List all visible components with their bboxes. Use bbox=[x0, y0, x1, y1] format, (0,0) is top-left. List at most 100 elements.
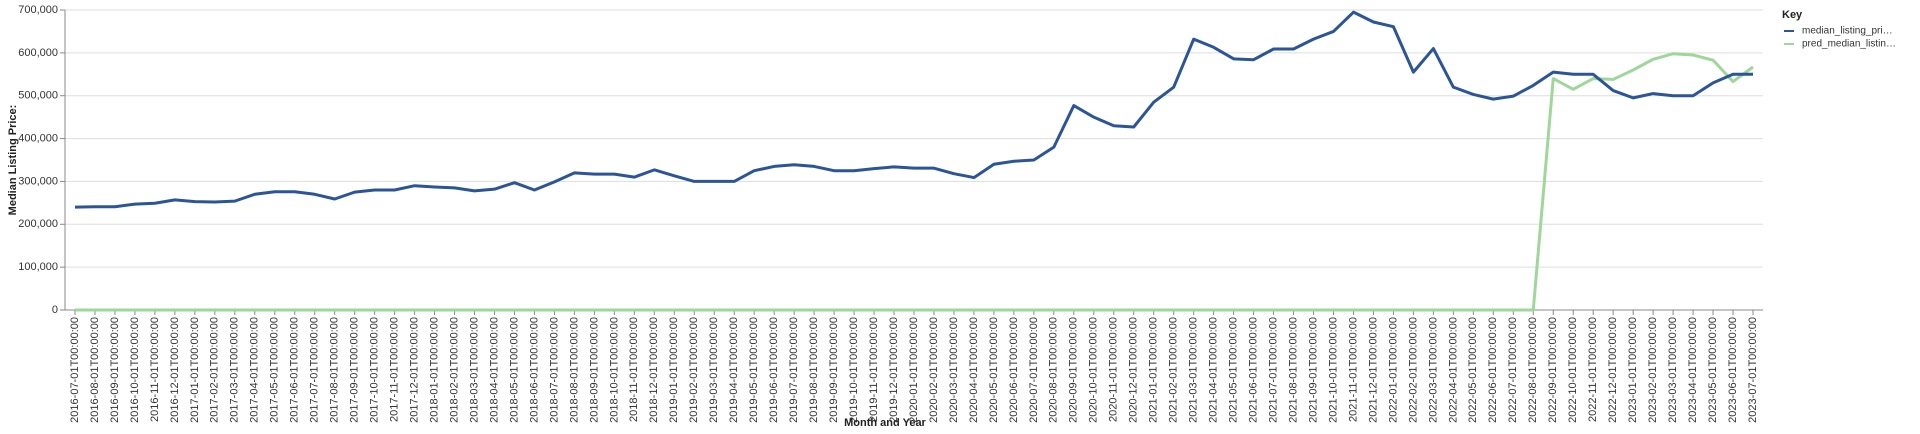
x-tick-label: 2020-12-01T00:00:00 bbox=[1128, 317, 1140, 423]
x-tick-label: 2019-03-01T00:00:00 bbox=[708, 317, 720, 423]
x-tick-label: 2018-07-01T00:00:00 bbox=[548, 317, 560, 423]
series-line bbox=[74, 10, 1753, 209]
x-tick-label: 2022-06-01T00:00:00 bbox=[1487, 317, 1499, 423]
x-tick-label: 2017-05-01T00:00:00 bbox=[269, 317, 281, 423]
x-tick-label: 2019-10-01T00:00:00 bbox=[848, 317, 860, 423]
x-tick-label: 2021-11-01T00:00:00 bbox=[1347, 317, 1359, 422]
x-tick-label: 2017-09-01T00:00:00 bbox=[349, 317, 361, 423]
x-tick-label: 2021-08-01T00:00:00 bbox=[1287, 317, 1299, 423]
x-tick-label: 2018-08-01T00:00:00 bbox=[568, 317, 580, 423]
x-tick-label: 2020-02-01T00:00:00 bbox=[928, 317, 940, 423]
x-axis-title: Month and Year bbox=[844, 417, 926, 429]
x-tick-label: 2018-11-01T00:00:00 bbox=[628, 317, 640, 422]
x-tick-label: 2023-05-01T00:00:00 bbox=[1707, 317, 1719, 423]
y-tick-label: 600,000 bbox=[18, 47, 58, 59]
x-tick-label: 2016-11-01T00:00:00 bbox=[149, 317, 161, 422]
x-tick-label: 2016-08-01T00:00:00 bbox=[89, 317, 101, 423]
x-tick-label: 2021-09-01T00:00:00 bbox=[1307, 317, 1319, 423]
x-tick-label: 2021-03-01T00:00:00 bbox=[1188, 317, 1200, 423]
y-axis-title: Median Listing Price: bbox=[7, 105, 19, 216]
x-tick-label: 2022-03-01T00:00:00 bbox=[1427, 317, 1439, 423]
x-tick-label: 2018-02-01T00:00:00 bbox=[448, 317, 460, 423]
x-tick-label: 2023-06-01T00:00:00 bbox=[1727, 317, 1739, 423]
x-tick-label: 2016-09-01T00:00:00 bbox=[109, 317, 121, 423]
y-tick-label: 100,000 bbox=[18, 261, 58, 273]
x-tick-label: 2017-12-01T00:00:00 bbox=[409, 317, 421, 423]
x-tick-label: 2018-03-01T00:00:00 bbox=[468, 317, 480, 423]
x-tick-label: 2022-04-01T00:00:00 bbox=[1447, 317, 1459, 423]
x-tick-label: 2020-05-01T00:00:00 bbox=[988, 317, 1000, 423]
legend-label: median_listing_pri… bbox=[1802, 26, 1893, 37]
x-tick-label: 2022-11-01T00:00:00 bbox=[1587, 317, 1599, 422]
x-tick-label: 2022-01-01T00:00:00 bbox=[1387, 317, 1399, 423]
x-tick-label: 2021-04-01T00:00:00 bbox=[1208, 317, 1220, 423]
x-tick-label: 2022-08-01T00:00:00 bbox=[1527, 317, 1539, 423]
x-tick-label: 2019-01-01T00:00:00 bbox=[668, 317, 680, 423]
x-tick-label: 2019-06-01T00:00:00 bbox=[768, 317, 780, 423]
x-tick-label: 2017-10-01T00:00:00 bbox=[369, 317, 381, 423]
x-tick-label: 2019-02-01T00:00:00 bbox=[688, 317, 700, 423]
x-tick-label: 2020-09-01T00:00:00 bbox=[1068, 317, 1080, 423]
x-tick-label: 2022-09-01T00:00:00 bbox=[1547, 317, 1559, 423]
x-tick-label: 2021-01-01T00:00:00 bbox=[1148, 317, 1160, 423]
x-tick-label: 2018-12-01T00:00:00 bbox=[648, 317, 660, 423]
x-tick-label: 2019-04-01T00:00:00 bbox=[728, 317, 740, 423]
x-tick-label: 2020-11-01T00:00:00 bbox=[1108, 317, 1120, 422]
x-tick-label: 2017-01-01T00:00:00 bbox=[189, 317, 201, 423]
x-tick-label: 2022-02-01T00:00:00 bbox=[1407, 317, 1419, 423]
x-tick-label: 2019-09-01T00:00:00 bbox=[828, 317, 840, 423]
x-tick-label: 2022-12-01T00:00:00 bbox=[1607, 317, 1619, 423]
x-tick-label: 2023-02-01T00:00:00 bbox=[1647, 317, 1659, 423]
x-tick-label: 2018-10-01T00:00:00 bbox=[608, 317, 620, 423]
x-tick-label: 2016-07-01T00:00:00 bbox=[69, 317, 81, 423]
x-tick-label: 2021-05-01T00:00:00 bbox=[1228, 317, 1240, 423]
legend-label: pred_median_listin… bbox=[1802, 39, 1896, 50]
x-tick-label: 2022-07-01T00:00:00 bbox=[1507, 317, 1519, 423]
x-tick-label: 2023-03-01T00:00:00 bbox=[1667, 317, 1679, 423]
x-tick-label: 2017-07-01T00:00:00 bbox=[309, 317, 321, 423]
x-tick-label: 2019-08-01T00:00:00 bbox=[808, 317, 820, 423]
x-tick-label: 2021-02-01T00:00:00 bbox=[1168, 317, 1180, 423]
x-tick-label: 2022-05-01T00:00:00 bbox=[1467, 317, 1479, 423]
x-tick-label: 2016-10-01T00:00:00 bbox=[129, 317, 141, 423]
x-tick-label: 2020-03-01T00:00:00 bbox=[948, 317, 960, 423]
x-tick-label: 2023-04-01T00:00:00 bbox=[1687, 317, 1699, 423]
x-tick-label: 2019-11-01T00:00:00 bbox=[868, 317, 880, 422]
y-tick-label: 400,000 bbox=[18, 132, 58, 144]
x-tick-label: 2020-10-01T00:00:00 bbox=[1088, 317, 1100, 423]
x-tick-label: 2020-07-01T00:00:00 bbox=[1028, 317, 1040, 423]
series-line bbox=[75, 52, 1754, 312]
y-tick-label: 300,000 bbox=[18, 175, 58, 187]
x-tick-label: 2021-07-01T00:00:00 bbox=[1267, 317, 1279, 423]
x-tick-label: 2023-07-01T00:00:00 bbox=[1747, 317, 1759, 423]
x-tick-label: 2020-04-01T00:00:00 bbox=[968, 317, 980, 423]
x-tick-label: 2018-06-01T00:00:00 bbox=[528, 317, 540, 423]
x-tick-label: 2021-06-01T00:00:00 bbox=[1248, 317, 1260, 423]
x-tick-label: 2016-12-01T00:00:00 bbox=[169, 317, 181, 423]
y-tick-label: 200,000 bbox=[18, 218, 58, 230]
x-tick-label: 2017-04-01T00:00:00 bbox=[249, 317, 261, 423]
x-tick-label: 2018-05-01T00:00:00 bbox=[508, 317, 520, 423]
x-tick-label: 2018-09-01T00:00:00 bbox=[588, 317, 600, 423]
x-tick-label: 2017-02-01T00:00:00 bbox=[209, 317, 221, 423]
x-tick-label: 2017-08-01T00:00:00 bbox=[329, 317, 341, 423]
x-tick-label: 2019-07-01T00:00:00 bbox=[788, 317, 800, 423]
legend-title: Key bbox=[1782, 9, 1803, 21]
y-tick-label: 700,000 bbox=[18, 4, 58, 16]
x-tick-label: 2020-01-01T00:00:00 bbox=[908, 317, 920, 423]
x-tick-label: 2019-05-01T00:00:00 bbox=[748, 317, 760, 423]
x-tick-label: 2018-04-01T00:00:00 bbox=[488, 317, 500, 423]
x-tick-label: 2017-06-01T00:00:00 bbox=[289, 317, 301, 423]
x-tick-label: 2017-03-01T00:00:00 bbox=[229, 317, 241, 423]
y-tick-label: 500,000 bbox=[18, 90, 58, 102]
x-tick-label: 2021-12-01T00:00:00 bbox=[1367, 317, 1379, 423]
x-tick-label: 2019-12-01T00:00:00 bbox=[888, 317, 900, 423]
x-tick-label: 2022-10-01T00:00:00 bbox=[1567, 317, 1579, 423]
x-tick-label: 2018-01-01T00:00:00 bbox=[428, 317, 440, 423]
x-tick-label: 2023-01-01T00:00:00 bbox=[1627, 317, 1639, 423]
y-tick-label: 0 bbox=[52, 304, 58, 316]
x-tick-label: 2017-11-01T00:00:00 bbox=[389, 317, 401, 422]
x-tick-label: 2020-06-01T00:00:00 bbox=[1008, 317, 1020, 423]
x-tick-label: 2020-08-01T00:00:00 bbox=[1048, 317, 1060, 423]
